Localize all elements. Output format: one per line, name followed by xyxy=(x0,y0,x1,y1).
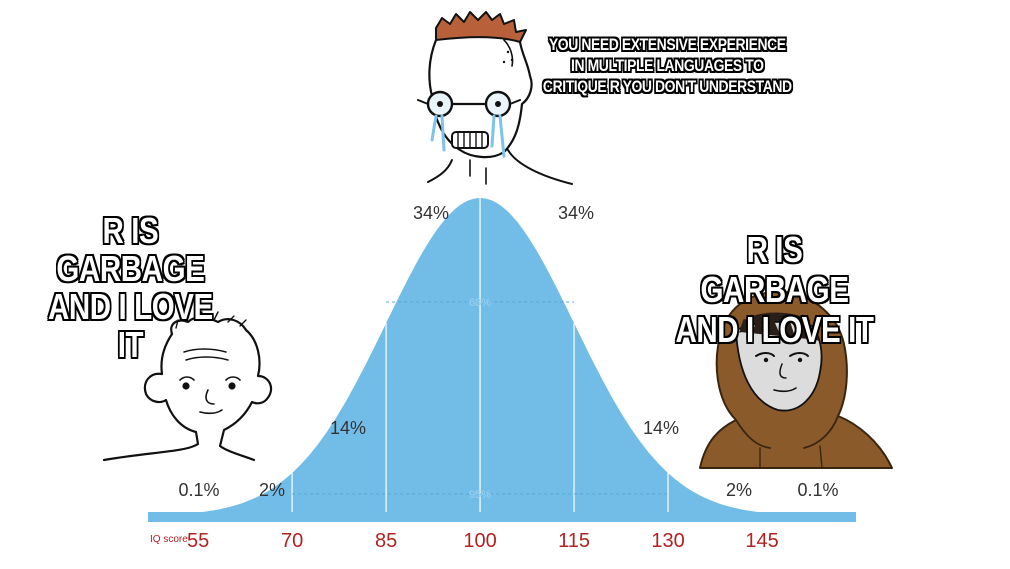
caption-top-line-3: CRITIQUE R YOU DON'T UNDERSTAND xyxy=(542,76,793,97)
segment-percent-label: 2% xyxy=(259,480,285,500)
caption-right-line-2: AND I LOVE IT xyxy=(675,309,875,351)
sd-divider-lines xyxy=(291,198,669,512)
x-tick-label: 100 xyxy=(463,530,496,552)
interval-labels: 68% 95% xyxy=(292,297,669,501)
segment-percent-label: 2% xyxy=(726,480,752,500)
x-tick-label: 85 xyxy=(375,530,397,552)
caption-left-line-2: AND I LOVE IT xyxy=(47,286,214,365)
left-character-wojak xyxy=(102,311,273,462)
bell-curve-area xyxy=(148,198,856,516)
x-tick-label: 145 xyxy=(745,530,778,552)
right-character-hooded xyxy=(699,290,893,469)
x-tick-labels: 55 70 85 100 115 130 145 xyxy=(187,530,779,552)
caption-left: R IS GARBAGE AND I LOVE IT xyxy=(32,210,229,365)
caption-right: R IS GARBAGE AND I LOVE IT xyxy=(672,229,877,351)
segment-percent-label: 0.1% xyxy=(178,480,219,500)
x-tick-label: 70 xyxy=(281,530,303,552)
segment-percent-label: 34% xyxy=(413,203,449,223)
interval-label: 68% xyxy=(469,297,491,309)
caption-top: YOU NEED EXTENSIVE EXPERIENCE IN MULTIPL… xyxy=(532,34,803,97)
bell-curve-chart: 68% 95% 0.1% 2% 14% 34% 34% 14% 2% 0.1% 55 70 85 10… xyxy=(148,198,856,552)
interval-label: 95% xyxy=(469,489,491,501)
x-tick-label: 130 xyxy=(651,530,684,552)
segment-percent-label: 14% xyxy=(330,418,366,438)
segment-percent-label: 14% xyxy=(643,418,679,438)
segment-labels: 0.1% 2% 14% 34% 34% 14% 2% 0.1% xyxy=(178,203,838,500)
segment-percent-label: 34% xyxy=(558,203,594,223)
caption-left-line-1: R IS GARBAGE xyxy=(56,210,206,289)
x-tick-label: 115 xyxy=(558,530,590,552)
caption-right-line-1: R IS GARBAGE xyxy=(700,229,850,311)
caption-top-line-2: IN MULTIPLE LANGUAGES TO xyxy=(570,55,765,76)
segment-percent-label: 0.1% xyxy=(797,480,838,500)
x-axis-label: IQ score xyxy=(150,534,188,545)
top-character-crying-soyjak xyxy=(417,11,573,185)
x-tick-label: 55 xyxy=(187,530,209,552)
caption-top-line-1: YOU NEED EXTENSIVE EXPERIENCE xyxy=(548,34,787,55)
baseline-bar xyxy=(148,512,856,522)
